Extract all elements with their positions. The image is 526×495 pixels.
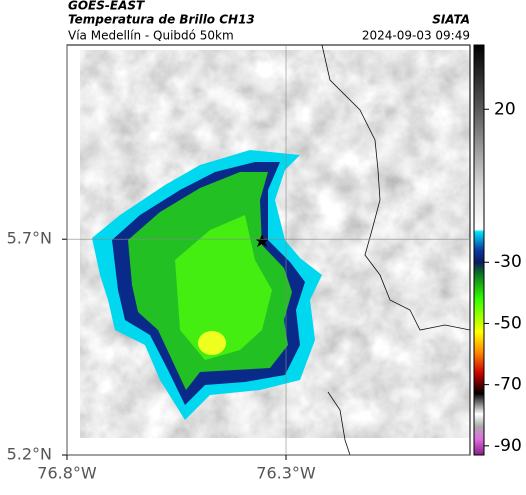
cloud-peak: [198, 331, 226, 355]
colorbar-tick-label: -90: [494, 436, 522, 456]
lat-tick-label: 5.2°N: [7, 445, 52, 464]
colorbar-tick-label: -30: [494, 252, 522, 272]
colorbar-tick-label: -70: [494, 375, 522, 395]
lat-tick-label: 5.7°N: [7, 229, 52, 248]
subtitle: Vía Medellín - Quibdó 50km: [68, 29, 234, 43]
source: GOES-EAST: [68, 0, 145, 13]
lon-tick-label: 76.3°W: [256, 464, 316, 483]
title: Temperatura de Brillo CH13: [68, 13, 255, 27]
agency: SIATA: [432, 13, 470, 27]
border: [321, 44, 471, 456]
cloud-deep-core: [175, 215, 272, 360]
lon-tick-label: 76.8°W: [37, 464, 97, 483]
colorbar-tick-label: -50: [494, 313, 522, 333]
colorbar: [473, 44, 485, 456]
colorbar-tick-label: 20: [494, 99, 516, 119]
map-panel: [66, 44, 471, 456]
timestamp: 2024-09-03 09:49: [362, 29, 470, 43]
location-star: [255, 234, 269, 247]
